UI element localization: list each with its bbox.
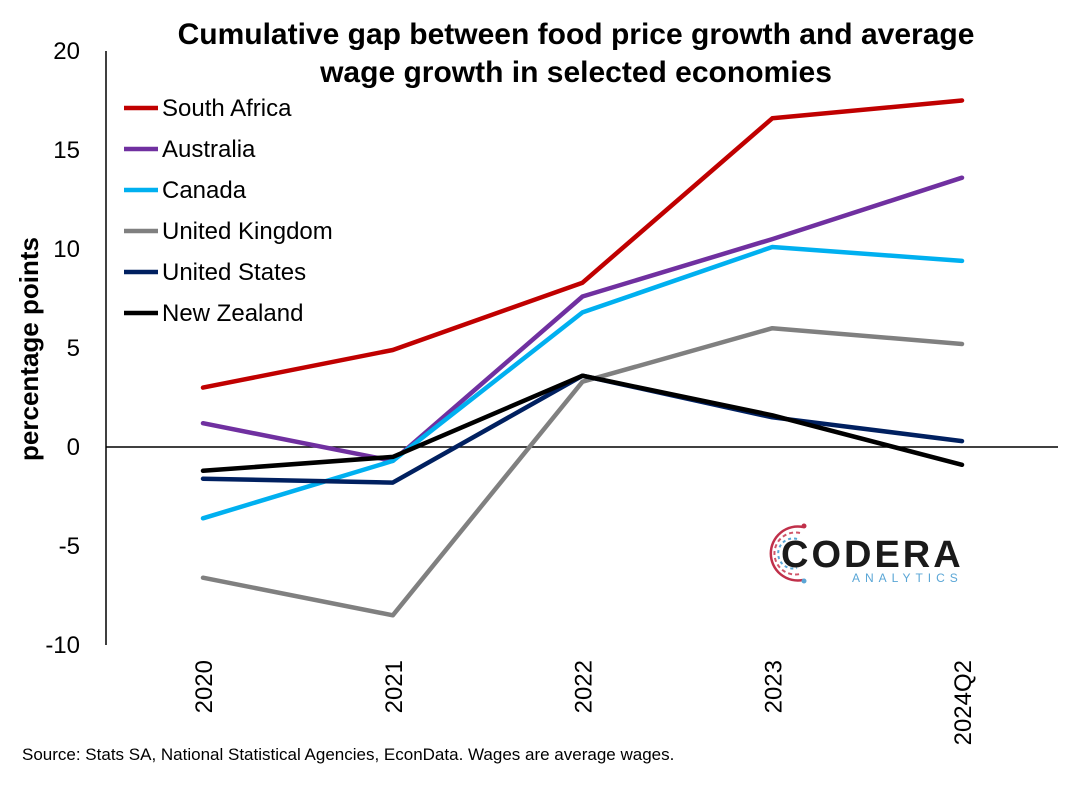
legend-label-south-africa: South Africa	[162, 95, 292, 122]
y-tick-label: -10	[45, 632, 80, 659]
y-tick-label: 15	[53, 137, 80, 164]
logo-sub-text: ANALYTICS	[852, 571, 963, 585]
logo-mark-icon	[769, 523, 807, 584]
y-tick-labels: -10 -5 0 5 10 15 20	[45, 38, 80, 659]
x-tick-label: 2022	[571, 660, 598, 713]
logo-main-text: CODERA	[781, 534, 964, 576]
series-line-new-zealand	[200, 373, 965, 474]
y-tick-label: -5	[59, 533, 80, 560]
y-axis-label: percentage points	[14, 237, 44, 461]
legend: South Africa Australia Canada United Kingdo…	[124, 95, 333, 327]
series-line-australia	[200, 175, 965, 464]
source-note: Source: Stats SA, National Statistical A…	[22, 745, 674, 764]
series-line-south-africa	[200, 98, 965, 390]
chart-title-line-2: wage growth in selected economies	[319, 56, 832, 89]
y-tick-label: 0	[67, 434, 80, 461]
series-line-united-states	[200, 373, 965, 485]
codera-logo: CODERA ANALYTICS	[769, 523, 964, 585]
y-tick-label: 5	[67, 335, 80, 362]
legend-label-canada: Canada	[162, 177, 247, 204]
chart-title: Cumulative gap between food price growth…	[178, 18, 975, 89]
chart-title-line-1: Cumulative gap between food price growth…	[178, 18, 975, 51]
x-tick-label: 2023	[760, 660, 787, 713]
legend-label-united-kingdom: United Kingdom	[162, 218, 333, 245]
series-lines	[200, 98, 965, 618]
x-tick-label: 2021	[381, 660, 408, 713]
x-tick-label: 2020	[191, 660, 218, 713]
legend-label-united-states: United States	[162, 259, 306, 286]
legend-label-new-zealand: New Zealand	[162, 300, 303, 327]
y-tick-label: 20	[53, 38, 80, 65]
series-line-united-kingdom	[200, 325, 965, 618]
x-tick-label: 2024Q2	[950, 660, 977, 745]
legend-label-australia: Australia	[162, 136, 256, 163]
y-tick-label: 10	[53, 236, 80, 263]
x-tick-labels: 2020 2021 2022 2023 2024Q2	[191, 660, 977, 745]
